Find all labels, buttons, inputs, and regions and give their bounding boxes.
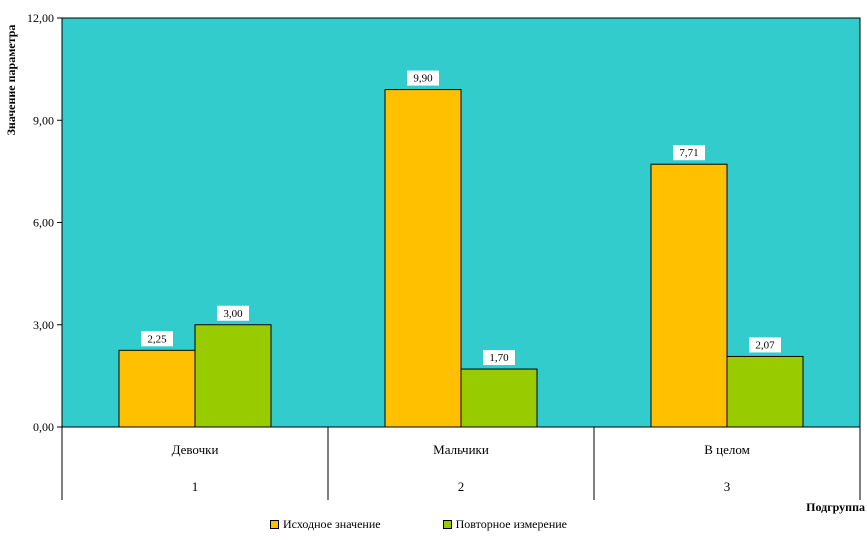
legend: Исходное значение Повторное измерение bbox=[270, 514, 629, 534]
y-tick-label: 3,00 bbox=[33, 318, 54, 332]
data-label: 3,00 bbox=[223, 308, 243, 320]
bar bbox=[118, 349, 196, 428]
legend-label-series-1: Исходное значение bbox=[283, 516, 381, 531]
category-label: Девочки bbox=[172, 442, 219, 457]
data-label-box bbox=[217, 305, 249, 321]
bar bbox=[726, 355, 804, 428]
legend-label-series-2: Повторное измерение bbox=[455, 516, 567, 531]
data-label: 1,70 bbox=[489, 352, 509, 364]
data-label-box bbox=[407, 70, 439, 86]
data-label-box bbox=[141, 331, 173, 347]
category-number: 3 bbox=[724, 479, 731, 494]
legend-swatch-series-2 bbox=[442, 519, 452, 529]
category-label: В целом bbox=[704, 442, 750, 457]
y-tick-label: 9,00 bbox=[33, 113, 54, 127]
data-label-box bbox=[749, 337, 781, 353]
y-tick-label: 6,00 bbox=[33, 216, 54, 230]
data-label: 9,90 bbox=[413, 73, 433, 85]
data-label: 7,71 bbox=[679, 147, 698, 159]
data-label-box bbox=[673, 145, 705, 161]
category-number: 1 bbox=[192, 479, 199, 494]
category-label: Мальчики bbox=[433, 442, 489, 457]
y-tick-label: 12,00 bbox=[27, 11, 54, 25]
x-axis-title: Подгруппа bbox=[806, 500, 865, 514]
bar bbox=[460, 368, 538, 428]
bar bbox=[384, 89, 462, 428]
data-label: 2,07 bbox=[755, 339, 775, 351]
legend-item-series-1: Исходное значение bbox=[270, 517, 381, 532]
data-label: 2,25 bbox=[147, 333, 167, 345]
y-axis-title: Значение параметра bbox=[4, 25, 18, 136]
legend-item-series-2: Повторное измерение bbox=[442, 516, 567, 532]
bar bbox=[194, 324, 272, 428]
bar bbox=[650, 163, 728, 428]
y-tick-label: 0,00 bbox=[33, 420, 54, 434]
legend-swatch-series-1 bbox=[270, 519, 279, 529]
category-number: 2 bbox=[458, 479, 465, 494]
data-label-box bbox=[483, 350, 515, 366]
